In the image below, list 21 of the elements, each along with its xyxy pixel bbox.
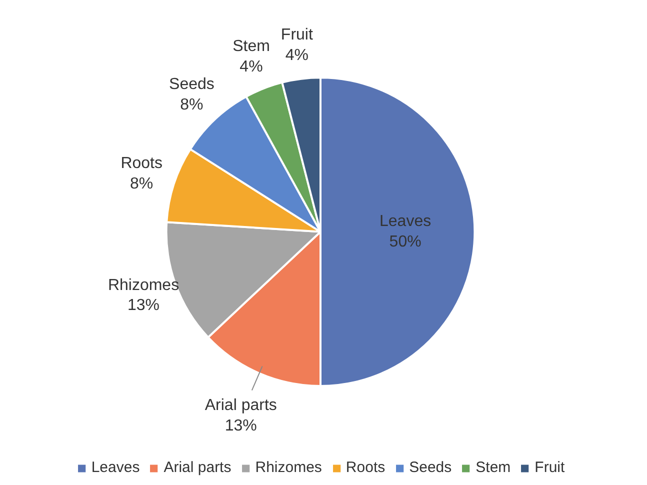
- slice-label: Rhizomes: [108, 276, 180, 294]
- legend-label: Arial parts: [164, 459, 232, 476]
- legend-label: Stem: [476, 459, 511, 476]
- slice-label: Arial parts: [204, 397, 277, 414]
- legend-label: Fruit: [534, 459, 565, 476]
- legend-label: Rhizomes: [255, 459, 322, 476]
- data-label: 50%: [389, 233, 422, 250]
- slice-label: Seeds: [169, 76, 214, 93]
- legend-label: Roots: [346, 459, 386, 476]
- data-label: 4%: [240, 58, 263, 76]
- data-label: 8%: [130, 175, 154, 192]
- data-label: 13%: [127, 297, 160, 314]
- data-label: 13%: [224, 417, 257, 434]
- slice-label: Stem: [232, 38, 270, 56]
- data-label: 4%: [285, 46, 308, 64]
- slice-label: Fruit: [280, 26, 314, 44]
- legend-label: Leaves: [91, 459, 140, 476]
- data-label: 8%: [180, 96, 204, 114]
- slice-label: Roots: [120, 154, 162, 172]
- legend-label: Seeds: [409, 459, 452, 476]
- slice-label: Leaves: [380, 213, 432, 230]
